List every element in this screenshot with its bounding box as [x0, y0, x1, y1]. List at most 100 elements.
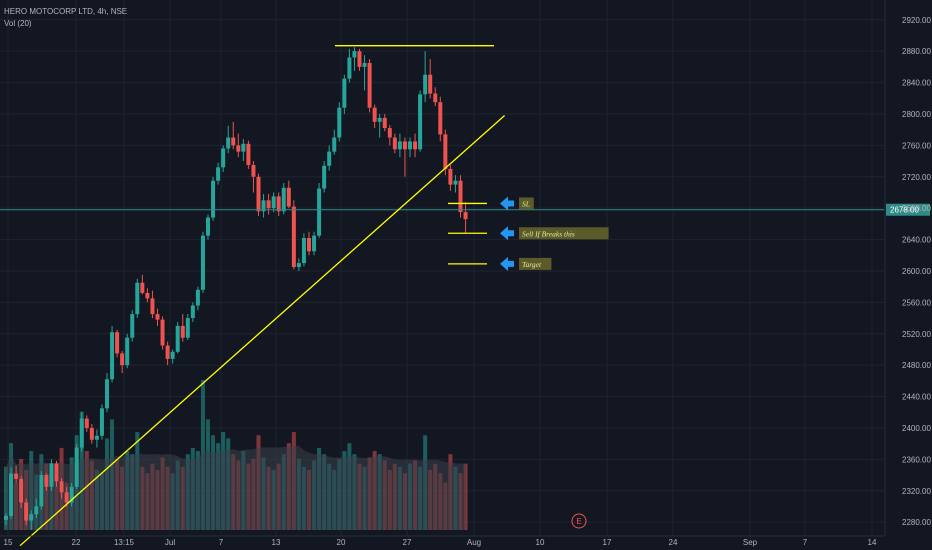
candles [4, 47, 468, 530]
candle-up [322, 165, 327, 189]
candle-down [145, 292, 150, 299]
level-label: SL [522, 199, 530, 208]
candle-down [402, 141, 407, 150]
candle-up [337, 107, 342, 138]
candle-up [296, 263, 301, 268]
candle-up [170, 351, 175, 359]
candle-up [4, 515, 8, 520]
volume-indicator-title[interactable]: Vol (20) [4, 19, 32, 28]
price-tick-label: 2400.00 [902, 424, 931, 433]
candle-up [397, 141, 402, 150]
time-tick-label: 14 [868, 538, 877, 547]
candle-down [160, 319, 165, 346]
candle-down [155, 314, 160, 320]
candle-up [226, 137, 231, 149]
earnings-marker [571, 513, 587, 529]
candle-up [79, 418, 84, 448]
level-label: Target [522, 260, 542, 269]
candle-up [281, 187, 286, 212]
candle-up [200, 235, 205, 290]
symbol-title[interactable]: HERO MOTOCORP LTD, 4h, NSE [4, 7, 128, 16]
price-tick-label: 2560.00 [902, 298, 931, 307]
candle-up [241, 143, 246, 152]
time-tick-label: 20 [337, 538, 346, 547]
price-tick-label: 2280.00 [902, 518, 931, 527]
time-tick-label: 7 [219, 538, 224, 547]
time-tick-label: Aug [467, 538, 481, 547]
candle-up [221, 148, 226, 168]
candle-down [463, 212, 468, 220]
price-tick-label: 2800.00 [902, 110, 931, 119]
candle-down [44, 475, 49, 487]
time-tick-label: 7 [803, 538, 808, 547]
price-tick-label: 2880.00 [902, 47, 931, 56]
price-tick-label: 2720.00 [902, 173, 931, 182]
candle-up [175, 325, 180, 352]
candle-down [84, 418, 89, 428]
candle-down [291, 206, 296, 268]
candle-up [105, 379, 109, 409]
candle-up [216, 167, 221, 181]
candle-down [372, 107, 377, 122]
candle-down [180, 325, 185, 338]
price-tick-label: 2320.00 [902, 487, 931, 496]
candle-down [392, 137, 397, 150]
candle-up [327, 151, 332, 166]
candle-up [34, 506, 39, 515]
candle-up [130, 314, 135, 338]
candle-up [125, 337, 130, 366]
time-tick-label: 13:15 [114, 538, 135, 547]
candle-down [307, 237, 311, 252]
candle-down [54, 463, 59, 482]
candle-up [342, 78, 347, 108]
candle-up [332, 137, 337, 152]
candle-up [135, 282, 140, 315]
candle-up [301, 237, 306, 264]
level-label-box [519, 227, 609, 240]
candle-up [99, 408, 104, 436]
candle-down [448, 168, 453, 185]
candle-down [276, 196, 281, 212]
level-label-box [519, 257, 552, 270]
price-tick-label: 2360.00 [902, 455, 931, 464]
price-tick-label: 2760.00 [902, 141, 931, 150]
candle-down [140, 282, 145, 293]
candle-up [408, 141, 412, 150]
candle-up [206, 217, 210, 236]
candle-up [261, 200, 266, 212]
candle-down [458, 180, 463, 213]
current-price-tag [886, 203, 930, 216]
candle-down [115, 332, 120, 354]
time-tick-label: 24 [669, 538, 678, 547]
candle-down [150, 298, 155, 315]
arrow-icon [500, 226, 514, 241]
candle-up [377, 117, 382, 122]
candle-up [352, 51, 357, 58]
candle-down [59, 481, 64, 493]
level-label-box [519, 197, 534, 210]
candle-down [382, 117, 387, 129]
candle-up [195, 289, 200, 306]
candle-down [443, 134, 448, 169]
price-tick-label: 2480.00 [902, 361, 931, 370]
time-tick-label: Jul [165, 538, 175, 547]
price-tick-label: 2920.00 [902, 16, 931, 25]
candle-down [19, 478, 24, 503]
candle-up [423, 74, 428, 95]
price-tick-label: 2520.00 [902, 330, 931, 339]
candle-down [433, 93, 438, 103]
candle-up [74, 447, 79, 487]
time-tick-label: 17 [603, 538, 612, 547]
candle-up [69, 486, 74, 503]
candle-down [89, 427, 94, 440]
price-tick-label: 2440.00 [902, 393, 931, 402]
price-tick-label: 2680.00 [902, 204, 931, 213]
candle-down [256, 176, 261, 212]
candle-up [312, 235, 317, 252]
time-tick-label: 22 [72, 538, 81, 547]
candle-up [362, 62, 367, 67]
time-tick-label: 27 [403, 538, 412, 547]
candle-down [438, 102, 443, 135]
candle-up [347, 57, 352, 79]
